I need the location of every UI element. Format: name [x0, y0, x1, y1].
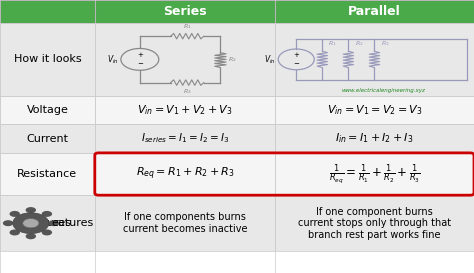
Text: How it looks: How it looks [14, 54, 81, 64]
Text: $V_{in}$: $V_{in}$ [107, 53, 118, 66]
Bar [0, 153, 95, 195]
Text: Resistance: Resistance [18, 169, 77, 179]
Bar [0, 195, 95, 251]
Text: $I_{in} = I_1 + I_2 + I_3$: $I_{in} = I_1 + I_2 + I_3$ [335, 132, 414, 146]
Bar [0, 96, 95, 124]
Text: $R_1$: $R_1$ [183, 22, 191, 31]
Text: www.electricalengineering.xyz: www.electricalengineering.xyz [342, 88, 426, 93]
Bar [0, 0, 95, 23]
Bar [275, 23, 474, 96]
Text: $V_{in}$: $V_{in}$ [264, 53, 276, 66]
Bar [95, 153, 275, 195]
Circle shape [42, 211, 52, 217]
Circle shape [48, 220, 59, 226]
Text: $R_3$: $R_3$ [381, 40, 389, 49]
Text: $I_{series} = I_1 = I_2 = I_3$: $I_{series} = I_1 = I_2 = I_3$ [141, 132, 229, 146]
Text: Parallel: Parallel [348, 5, 401, 18]
Text: $V_{in} = V_1 + V_2 + V_3$: $V_{in} = V_1 + V_2 + V_3$ [137, 103, 233, 117]
Text: If one component burns
current stops only through that
branch rest part works fi: If one component burns current stops onl… [298, 207, 451, 240]
Text: Features: Features [23, 218, 72, 228]
Text: $V_{in} = V_1 = V_2 = V_3$: $V_{in} = V_1 = V_2 = V_3$ [327, 103, 422, 117]
Text: +: + [293, 52, 299, 58]
Text: eatures: eatures [51, 218, 93, 228]
Text: $R_2$: $R_2$ [228, 55, 236, 64]
Circle shape [26, 207, 36, 213]
Text: −: − [137, 61, 143, 67]
Circle shape [9, 229, 20, 235]
Bar [95, 195, 275, 251]
Bar [275, 124, 474, 153]
Circle shape [23, 218, 39, 228]
Text: $\frac{1}{R_{eq}} = \frac{1}{R_1} + \frac{1}{R_2} + \frac{1}{R_3}$: $\frac{1}{R_{eq}} = \frac{1}{R_1} + \fra… [328, 162, 420, 186]
Bar [95, 96, 275, 124]
Bar [0, 23, 95, 96]
Text: +: + [137, 52, 143, 58]
Circle shape [13, 213, 49, 234]
Text: If one components burns
current becomes inactive: If one components burns current becomes … [123, 212, 247, 234]
Bar [275, 0, 474, 23]
Circle shape [42, 229, 52, 235]
Text: Series: Series [163, 5, 207, 18]
Bar [275, 195, 474, 251]
Bar [95, 23, 275, 96]
Text: Current: Current [27, 133, 68, 144]
Bar [275, 153, 474, 195]
Bar [275, 96, 474, 124]
Circle shape [9, 211, 20, 217]
Bar [95, 124, 275, 153]
Circle shape [3, 220, 13, 226]
Text: Voltage: Voltage [27, 105, 68, 115]
Text: $R_1$: $R_1$ [328, 40, 337, 49]
Text: −: − [293, 61, 299, 67]
Circle shape [26, 233, 36, 239]
Text: $R_2$: $R_2$ [355, 40, 363, 49]
Bar [0, 124, 95, 153]
Text: $R_3$: $R_3$ [183, 87, 191, 96]
Text: $R_{eq} = R_1 + R_2 + R_3$: $R_{eq} = R_1 + R_2 + R_3$ [136, 166, 234, 182]
Bar [95, 0, 275, 23]
